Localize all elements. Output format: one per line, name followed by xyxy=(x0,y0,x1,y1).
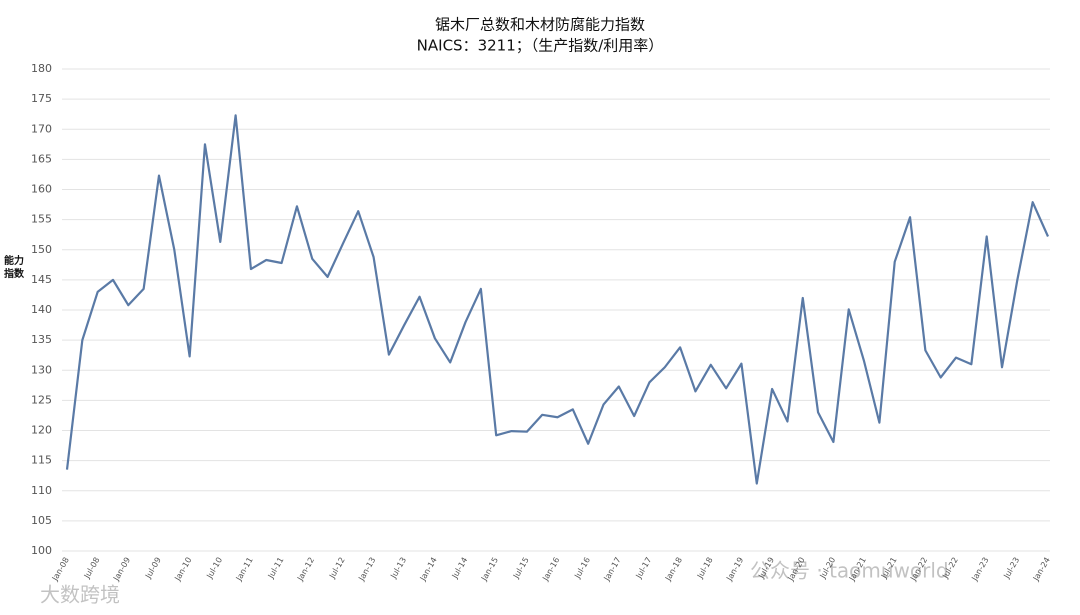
chart-title: 锯木厂总数和木材防腐能力指数 xyxy=(435,16,645,34)
x-tick-label: Jan-19 xyxy=(724,556,745,583)
x-tick-label: Jul-16 xyxy=(572,556,592,581)
x-tick-label: Jul-12 xyxy=(327,556,347,581)
watermark: 大数跨境 xyxy=(40,583,120,607)
y-tick-label: 130 xyxy=(31,363,52,376)
y-tick-label: 165 xyxy=(31,152,52,165)
x-tick-label: Jul-15 xyxy=(511,556,531,581)
watermark: 公众号 · taomuworld xyxy=(750,559,949,583)
y-tick-label: 180 xyxy=(31,62,52,75)
x-tick-label: Jan-18 xyxy=(663,556,684,583)
data-line xyxy=(65,114,1050,485)
x-tick-label: Jul-10 xyxy=(205,556,225,581)
x-tick-label: Jul-17 xyxy=(634,556,654,581)
y-tick-label: 110 xyxy=(31,484,52,497)
y-tick-label: 140 xyxy=(31,303,52,316)
y-tick-label: 175 xyxy=(31,92,52,105)
y-tick-label: 145 xyxy=(31,273,52,286)
x-tick-label: Jan-11 xyxy=(234,556,255,583)
chart-subtitle: NAICS：3211；（生产指数/利用率） xyxy=(417,37,664,55)
y-tick-label: 150 xyxy=(31,243,52,256)
y-tick-label: 105 xyxy=(31,514,52,527)
y-tick-label: 120 xyxy=(31,424,52,437)
y-tick-label: 155 xyxy=(31,213,52,226)
x-tick-label: Jan-10 xyxy=(173,556,194,583)
y-tick-label: 160 xyxy=(31,183,52,196)
x-tick-label: Jan-17 xyxy=(602,556,623,583)
x-tick-label: Jul-14 xyxy=(450,556,470,581)
x-tick-label: Jul-13 xyxy=(388,556,408,581)
x-tick-label: Jul-09 xyxy=(143,556,163,581)
x-tick-label: Jan-09 xyxy=(111,556,132,583)
y-tick-label: 100 xyxy=(31,544,52,557)
x-tick-label: Jul-08 xyxy=(82,556,102,581)
x-tick-label: Jul-11 xyxy=(266,556,286,581)
x-tick-label: Jan-08 xyxy=(50,556,71,583)
x-tick-label: Jan-16 xyxy=(540,556,561,583)
x-tick-label: Jan-12 xyxy=(295,556,316,583)
x-tick-label: Jul-18 xyxy=(695,556,715,581)
x-tick-label: Jan-24 xyxy=(1031,556,1052,583)
y-axis-label: 能力指数 xyxy=(4,256,24,280)
y-tick-label: 115 xyxy=(31,454,52,467)
y-tick-label: 135 xyxy=(31,333,52,346)
x-tick-label: Jan-15 xyxy=(479,556,500,583)
y-tick-label: 170 xyxy=(31,122,52,135)
x-tick-label: Jan-14 xyxy=(418,556,439,583)
x-tick-label: Jan-13 xyxy=(356,556,377,583)
x-tick-label: Jul-23 xyxy=(1002,556,1022,581)
x-tick-label: Jan-23 xyxy=(970,556,991,583)
y-tick-label: 125 xyxy=(31,393,52,406)
